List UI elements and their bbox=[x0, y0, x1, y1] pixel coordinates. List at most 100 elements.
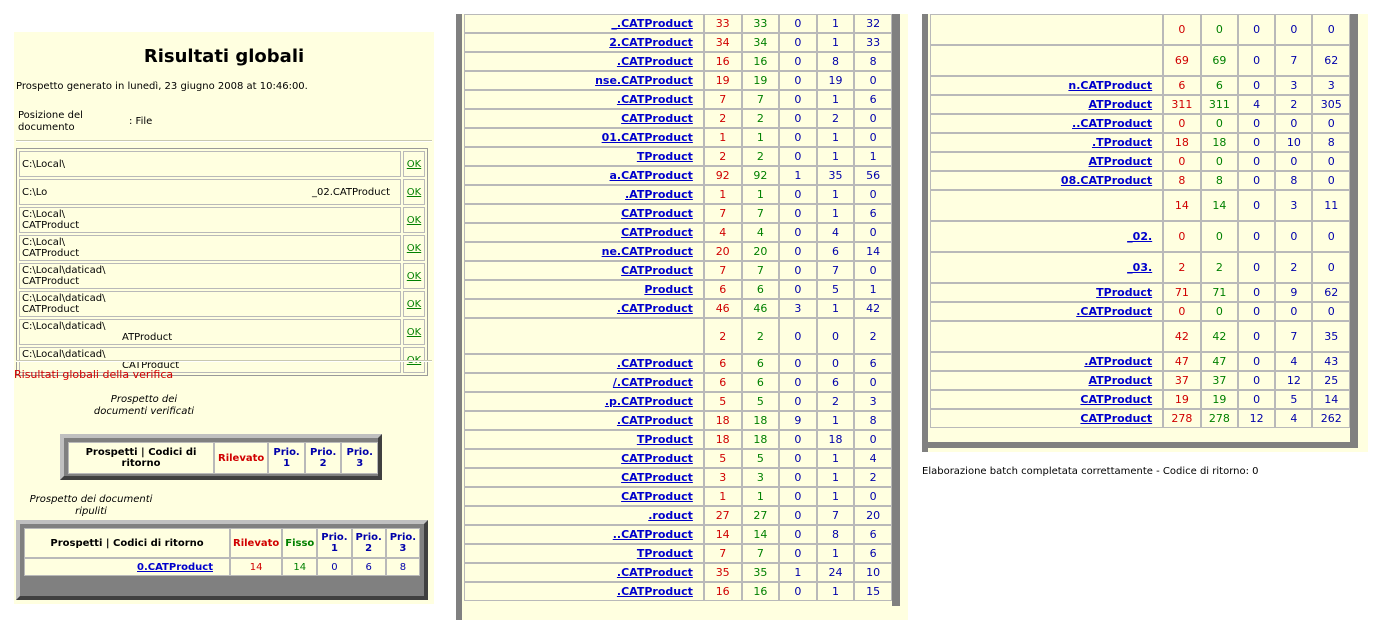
document-link[interactable]: CATProduct bbox=[621, 207, 693, 220]
file-name: CATProduct bbox=[22, 304, 80, 315]
rilevato-cell: 0 bbox=[1163, 302, 1201, 321]
header-prio2: Prio. 2 bbox=[351, 528, 386, 558]
document-link[interactable]: .ATProduct bbox=[625, 188, 693, 201]
document-link[interactable]: nse.CATProduct bbox=[595, 74, 693, 87]
file-name: CATProduct bbox=[22, 276, 80, 287]
document-link[interactable]: TProduct bbox=[636, 433, 693, 446]
table-row: _03. 2 2 0 2 0 bbox=[930, 252, 1350, 283]
table-row: 42 42 0 7 35 bbox=[930, 321, 1350, 352]
document-link[interactable]: 01.CATProduct bbox=[601, 131, 693, 144]
rilevato-cell: 278 bbox=[1163, 409, 1201, 428]
document-link[interactable]: a.CATProduct bbox=[609, 169, 693, 182]
document-name-cell: CATProduct bbox=[464, 468, 704, 487]
prio2-cell: 5 bbox=[816, 280, 855, 299]
document-link[interactable]: CATProduct bbox=[621, 471, 693, 484]
document-link[interactable]: CATProduct bbox=[621, 264, 693, 277]
document-link[interactable]: _.CATProduct bbox=[611, 17, 693, 30]
document-link[interactable]: ne.CATProduct bbox=[601, 245, 693, 258]
document-link[interactable]: CATProduct bbox=[1080, 393, 1153, 406]
document-link[interactable]: .CATProduct bbox=[616, 55, 693, 68]
document-link[interactable]: .ATProduct bbox=[1084, 355, 1153, 368]
prio1-cell: 0 bbox=[779, 354, 817, 373]
prio3-cell: 25 bbox=[1312, 371, 1350, 390]
fisso-cell: 69 bbox=[1200, 45, 1239, 76]
document-link[interactable]: CATProduct bbox=[621, 112, 693, 125]
document-link[interactable]: TProduct bbox=[636, 547, 693, 560]
document-link[interactable]: CATProduct bbox=[621, 452, 693, 465]
document-name-cell: TProduct bbox=[464, 544, 704, 563]
header-prio3: Prio. 3 bbox=[341, 442, 378, 474]
status-ok-link[interactable]: OK bbox=[403, 151, 425, 177]
prio2-cell: 1 bbox=[816, 90, 855, 109]
prio3-cell: 0 bbox=[854, 430, 892, 449]
document-name-cell: CATProduct bbox=[930, 390, 1164, 409]
document-link[interactable]: Product bbox=[644, 283, 693, 296]
prio3-cell: 20 bbox=[854, 506, 892, 525]
document-link[interactable]: 2.CATProduct bbox=[609, 36, 693, 49]
prio2-cell: 8 bbox=[816, 52, 855, 71]
status-ok-link[interactable]: OK bbox=[403, 207, 425, 233]
document-link[interactable]: CATProduct bbox=[621, 490, 693, 503]
prio2-cell: 3 bbox=[1275, 76, 1313, 95]
document-link[interactable]: ..CATProduct bbox=[1072, 117, 1153, 130]
document-link[interactable]: TProduct bbox=[1096, 286, 1153, 299]
status-ok-link[interactable]: OK bbox=[403, 263, 425, 289]
document-link[interactable]: n.CATProduct bbox=[1068, 79, 1153, 92]
document-link[interactable]: ..CATProduct bbox=[612, 528, 693, 541]
rilevato-cell: 2 bbox=[703, 147, 742, 166]
prio1-cell: 0 bbox=[1238, 76, 1276, 95]
prio1-cell: 0 bbox=[779, 242, 817, 261]
file-path-cell: C:\Local\ bbox=[19, 151, 401, 177]
document-link[interactable]: TProduct bbox=[636, 150, 693, 163]
document-link[interactable]: .CATProduct bbox=[616, 566, 693, 579]
status-ok-link[interactable]: OK bbox=[403, 291, 425, 317]
status-ok-link[interactable]: OK bbox=[403, 319, 425, 345]
fisso-cell: 311 bbox=[1200, 95, 1239, 114]
prio1-cell: 0 bbox=[1238, 133, 1276, 152]
document-link[interactable]: .p.CATProduct bbox=[604, 395, 693, 408]
document-link[interactable]: .roduct bbox=[648, 509, 693, 522]
fisso-cell: 5 bbox=[741, 392, 780, 411]
document-link[interactable]: .CATProduct bbox=[616, 357, 693, 370]
table-row: CATProduct 19 19 0 5 14 bbox=[930, 390, 1350, 409]
document-link[interactable]: ATProduct bbox=[1088, 98, 1153, 111]
document-link[interactable]: .CATProduct bbox=[616, 414, 693, 427]
prio1-cell: 0 bbox=[779, 449, 817, 468]
document-name-cell bbox=[464, 318, 704, 354]
document-link[interactable]: ATProduct bbox=[1088, 155, 1153, 168]
document-link[interactable]: _02. bbox=[1127, 230, 1153, 243]
document-link[interactable]: _03. bbox=[1127, 261, 1153, 274]
table-row: 08.CATProduct 8 8 0 8 0 bbox=[930, 171, 1350, 190]
fisso-cell: 6 bbox=[741, 373, 780, 392]
document-link[interactable]: .CATProduct bbox=[616, 93, 693, 106]
document-link[interactable]: .CATProduct bbox=[1076, 305, 1153, 318]
document-link[interactable]: CATProduct bbox=[1080, 412, 1153, 425]
rilevato-cell: 7 bbox=[703, 261, 742, 280]
prio1-cell: 0 bbox=[1238, 221, 1276, 252]
fisso-cell: 19 bbox=[1200, 390, 1239, 409]
status-ok-link[interactable]: OK bbox=[403, 235, 425, 261]
status-ok-link[interactable]: OK bbox=[403, 179, 425, 205]
prio1-cell: 0 bbox=[1238, 171, 1276, 190]
document-link[interactable]: .CATProduct bbox=[616, 302, 693, 315]
document-name-cell bbox=[930, 190, 1164, 221]
document-link[interactable]: .TProduct bbox=[1091, 136, 1153, 149]
batch-status: Elaborazione batch completata correttame… bbox=[922, 466, 1259, 477]
document-link[interactable]: /.CATProduct bbox=[612, 376, 693, 389]
document-link[interactable]: CATProduct bbox=[621, 226, 693, 239]
rilevato-cell: 69 bbox=[1163, 45, 1201, 76]
document-name-cell: _03. bbox=[930, 252, 1164, 283]
document-link[interactable]: .CATProduct bbox=[616, 585, 693, 598]
prio3-cell: 11 bbox=[1312, 190, 1350, 221]
document-link[interactable]: ATProduct bbox=[1088, 374, 1153, 387]
rilevato-cell: 20 bbox=[703, 242, 742, 261]
header-rilevato: Rilevato bbox=[230, 528, 283, 558]
document-link[interactable]: 0.CATProduct bbox=[137, 561, 213, 573]
fisso-cell: 35 bbox=[741, 563, 780, 582]
document-name-cell: .CATProduct bbox=[464, 354, 704, 373]
prio1-cell: 0 bbox=[779, 506, 817, 525]
rilevato-cell: 92 bbox=[703, 166, 742, 185]
document-link[interactable]: 08.CATProduct bbox=[1060, 174, 1153, 187]
rilevato-cell: 18 bbox=[703, 430, 742, 449]
prio1-cell: 0 bbox=[779, 90, 817, 109]
